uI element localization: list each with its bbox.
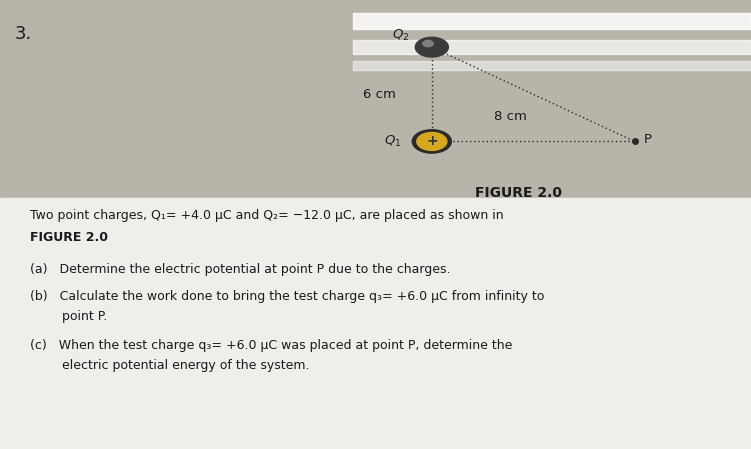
- Circle shape: [412, 130, 451, 153]
- Circle shape: [423, 40, 433, 47]
- Text: FIGURE 2.0: FIGURE 2.0: [30, 231, 108, 244]
- Text: 6 cm: 6 cm: [363, 88, 396, 101]
- Text: +: +: [426, 134, 438, 149]
- Text: FIGURE 2.0: FIGURE 2.0: [475, 186, 562, 200]
- Bar: [0, 198, 751, 449]
- Text: (a)   Determine the electric potential at point P due to the charges.: (a) Determine the electric potential at …: [30, 263, 451, 276]
- Bar: [353, 61, 751, 70]
- Bar: [353, 13, 751, 29]
- Text: P: P: [644, 133, 652, 145]
- Text: (b)   Calculate the work done to bring the test charge q₃= +6.0 μC from infinity: (b) Calculate the work done to bring the…: [30, 290, 544, 303]
- Text: Two point charges, Q₁= +4.0 μC and Q₂= −12.0 μC, are placed as shown in: Two point charges, Q₁= +4.0 μC and Q₂= −…: [30, 209, 504, 222]
- Text: 8 cm: 8 cm: [494, 110, 527, 123]
- Text: point P.: point P.: [30, 310, 107, 323]
- Text: 3.: 3.: [15, 25, 32, 43]
- Bar: [353, 40, 751, 54]
- Text: electric potential energy of the system.: electric potential energy of the system.: [30, 359, 309, 372]
- Circle shape: [415, 37, 448, 57]
- Text: $\mathit{Q}_2$: $\mathit{Q}_2$: [392, 27, 409, 43]
- Text: $\mathit{Q}_1$: $\mathit{Q}_1$: [385, 134, 402, 149]
- Text: (c)   When the test charge q₃= +6.0 μC was placed at point P, determine the: (c) When the test charge q₃= +6.0 μC was…: [30, 339, 512, 352]
- Circle shape: [417, 132, 447, 150]
